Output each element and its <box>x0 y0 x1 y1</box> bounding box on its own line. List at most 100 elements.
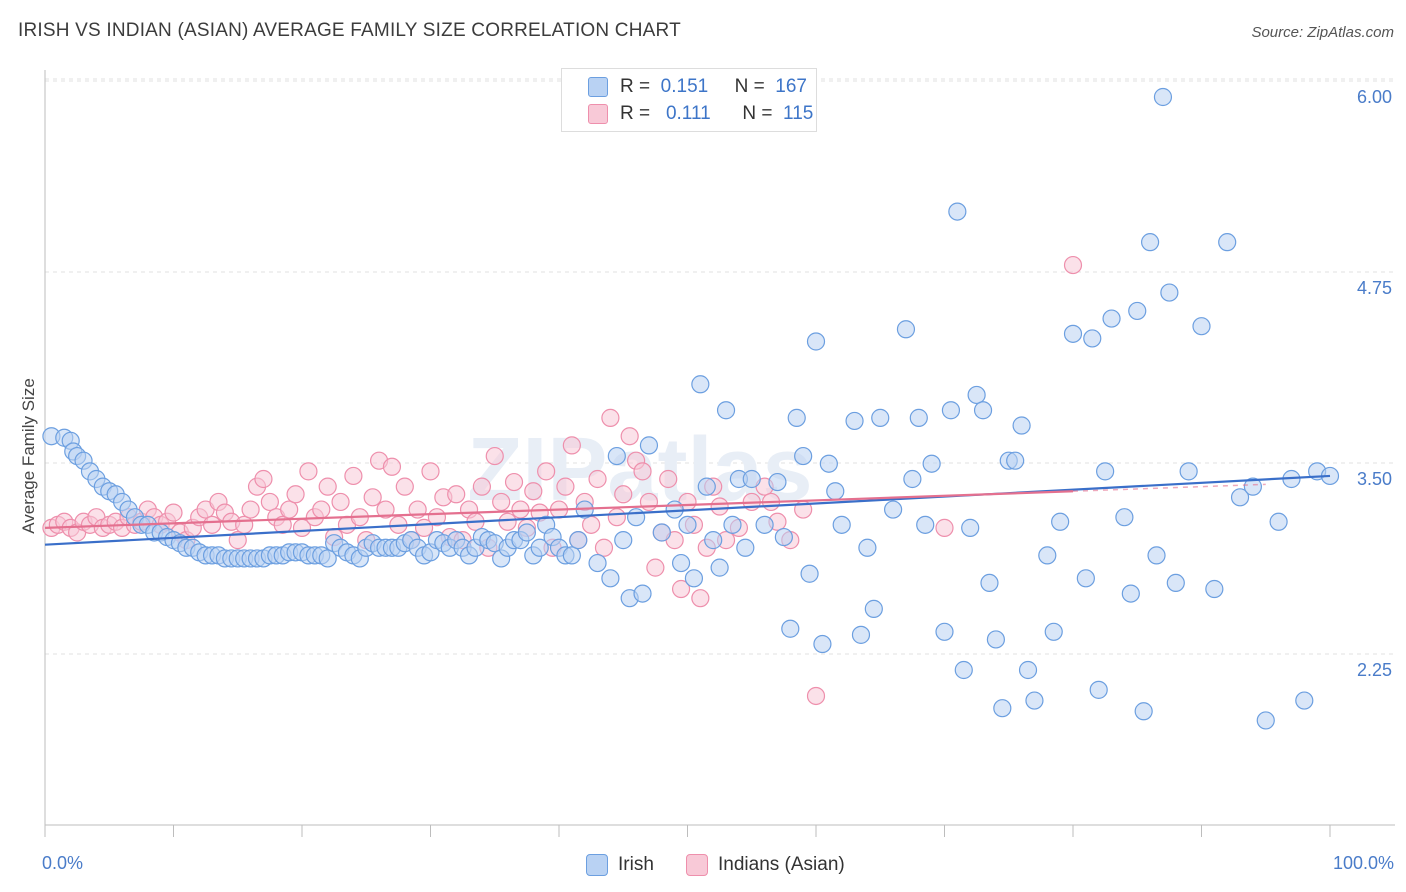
indians-point <box>447 485 466 504</box>
irish-points <box>42 87 1340 730</box>
indians-point <box>588 469 607 489</box>
legend-swatch-irish <box>588 77 608 97</box>
irish-point <box>723 515 742 534</box>
irish-point <box>774 527 793 547</box>
source-credit: Source: ZipAtlas.com <box>1251 24 1394 41</box>
legend-r-value: 0.111 <box>665 103 711 124</box>
irish-point <box>1179 462 1198 481</box>
chart-title: IRISH VS INDIAN (ASIAN) AVERAGE FAMILY S… <box>18 20 681 41</box>
bottom-legend-irish: Irish <box>586 852 654 878</box>
legend-r-label: R = <box>620 103 651 124</box>
irish-point <box>1147 546 1166 565</box>
irish-point <box>684 569 704 588</box>
indians-point <box>382 457 402 476</box>
indians-point <box>607 508 626 527</box>
irish-point <box>530 538 549 557</box>
irish-point <box>1025 691 1044 710</box>
indians-point <box>485 446 504 466</box>
irish-point <box>755 515 774 534</box>
irish-point <box>858 538 877 557</box>
irish-point <box>864 599 883 618</box>
irish-point <box>517 523 536 542</box>
indians-point <box>260 492 279 512</box>
indians-point <box>421 462 440 481</box>
indians-point <box>646 558 665 577</box>
axes <box>44 70 1395 837</box>
irish-point <box>993 699 1012 718</box>
legend-row-indians: R = 0.111 N = 115 <box>620 101 813 127</box>
indians-point <box>594 538 614 557</box>
irish-point <box>588 553 607 573</box>
irish-point <box>813 634 832 654</box>
irish-point <box>1160 283 1179 302</box>
indians-point <box>318 477 337 496</box>
indians-point <box>556 477 575 496</box>
irish-point <box>1153 87 1173 107</box>
y-tick-label: 6.00 <box>1357 87 1392 107</box>
indians-point <box>241 500 260 519</box>
irish-point <box>633 584 652 603</box>
irish-point <box>845 411 864 431</box>
irish-point <box>1243 477 1263 496</box>
indians-point <box>286 485 305 504</box>
x-tick-label: 0.0% <box>42 853 83 873</box>
indians-point <box>344 466 363 486</box>
irish-point <box>614 531 633 550</box>
indians-point <box>164 503 183 522</box>
irish-point <box>607 446 626 466</box>
indians-point <box>363 488 382 507</box>
indians-point <box>633 462 652 481</box>
irish-point <box>1102 309 1121 328</box>
indians-point <box>299 462 318 481</box>
irish-point <box>980 573 999 593</box>
irish-point <box>954 660 973 680</box>
irish-point <box>1230 488 1250 507</box>
indians-trend-extension <box>1072 483 1266 492</box>
irish-point <box>967 385 986 405</box>
irish-point <box>704 531 723 550</box>
irish-point <box>691 375 710 394</box>
irish-point <box>1295 691 1314 710</box>
irish-trend-line <box>44 474 1331 546</box>
irish-point <box>986 630 1006 649</box>
indians-point <box>691 589 710 608</box>
indians-point <box>620 427 639 446</box>
irish-point <box>832 515 851 534</box>
irish-point <box>318 549 337 568</box>
indians-point <box>935 518 954 537</box>
indians-point <box>614 485 633 504</box>
indians-point <box>524 482 543 501</box>
tick-labels: 2.25 3.50 4.75 6.00 0.0% 100.0% <box>42 87 1394 873</box>
indians-trend-line <box>44 490 1074 529</box>
irish-point <box>1166 573 1185 593</box>
irish-point <box>1192 317 1211 336</box>
irish-point <box>948 202 967 221</box>
irish-point <box>794 446 813 466</box>
indians-point <box>1063 255 1083 275</box>
irish-point <box>1218 233 1237 252</box>
irish-point <box>639 436 659 455</box>
irish-point <box>883 500 903 519</box>
irish-point <box>562 546 581 565</box>
irish-point <box>781 619 800 638</box>
irish-swatch <box>586 854 608 876</box>
legend-n-value: 167 <box>775 76 807 97</box>
indians-point <box>601 408 620 427</box>
legend-r-label: R = <box>620 76 651 97</box>
legend-n-label: N = <box>734 76 765 97</box>
irish-point <box>1018 660 1038 680</box>
irish-point <box>569 531 588 550</box>
indians-point <box>806 686 826 706</box>
correlation-legend: R = 0.151 N = 167 R = 0.111 N = 115 <box>561 68 817 132</box>
irish-point <box>1140 233 1160 252</box>
irish-point <box>851 625 871 644</box>
irish-point <box>1115 508 1134 527</box>
irish-point <box>601 569 620 588</box>
indians-point <box>537 462 556 481</box>
irish-point <box>1006 451 1025 470</box>
irish-point <box>1121 584 1140 603</box>
irish-point <box>871 408 890 427</box>
irish-point <box>1269 512 1288 531</box>
irish-point <box>1083 329 1102 348</box>
